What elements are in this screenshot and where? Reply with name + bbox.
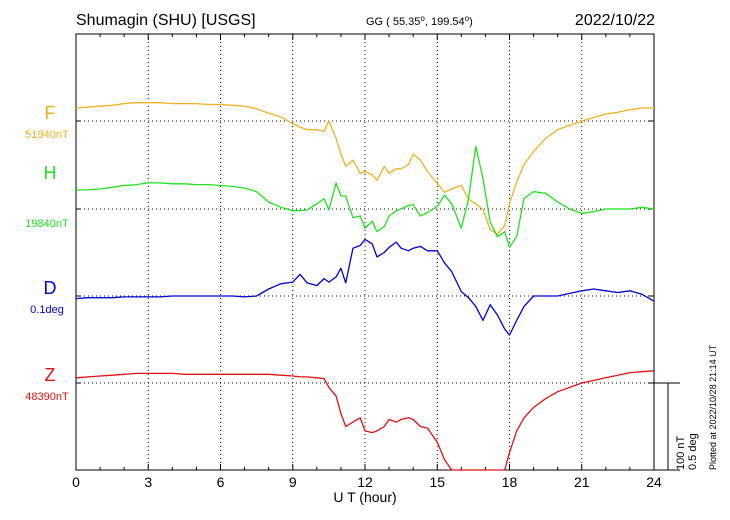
x-tick-label: 18 xyxy=(502,474,518,490)
grid xyxy=(76,34,654,470)
series-h-line xyxy=(76,145,655,248)
component-z-baseline: 48390nT xyxy=(25,391,69,403)
series-f-line xyxy=(75,102,654,235)
x-tick-label: 0 xyxy=(72,474,80,490)
chart-title: Shumagin (SHU) [USGS] xyxy=(76,12,256,29)
plot-frame xyxy=(75,33,655,471)
chart-date: 2022/10/22 xyxy=(575,12,655,29)
component-d-label: D xyxy=(44,278,57,298)
plotted-timestamp: Plotted at 2022/10/28 21:14 UT xyxy=(708,344,718,470)
scale-nt-label: 100 nT xyxy=(675,435,687,470)
component-labels: F 51940nT H 19840nT D 0.1deg Z 48390nT xyxy=(25,103,69,403)
series-d-line xyxy=(75,238,655,336)
component-d-baseline: 0.1deg xyxy=(30,304,64,316)
x-axis: 0 3 6 9 12 15 18 21 24 xyxy=(72,34,662,490)
component-f-baseline: 51940nT xyxy=(25,129,69,141)
component-h-baseline: 19840nT xyxy=(25,218,69,230)
x-tick-label: 15 xyxy=(429,474,445,490)
series-z-line xyxy=(75,370,655,471)
component-h-label: H xyxy=(44,163,57,183)
x-axis-title: U T (hour) xyxy=(333,489,396,505)
x-tick-label: 6 xyxy=(217,474,225,490)
x-tick-label: 21 xyxy=(574,474,590,490)
scale-deg-label: 0.5 deg xyxy=(687,433,699,470)
scale-bar: 100 nT 0.5 deg xyxy=(654,382,699,471)
station-coordinates: GG ( 55.35o, 199.54o) xyxy=(366,14,473,29)
series-lines xyxy=(75,102,655,471)
component-f-label: F xyxy=(45,103,56,123)
x-tick-label: 3 xyxy=(144,474,152,490)
x-tick-label: 12 xyxy=(357,474,373,490)
x-tick-label: 9 xyxy=(289,474,297,490)
x-tick-label: 24 xyxy=(646,474,662,490)
component-z-label: Z xyxy=(45,365,56,385)
